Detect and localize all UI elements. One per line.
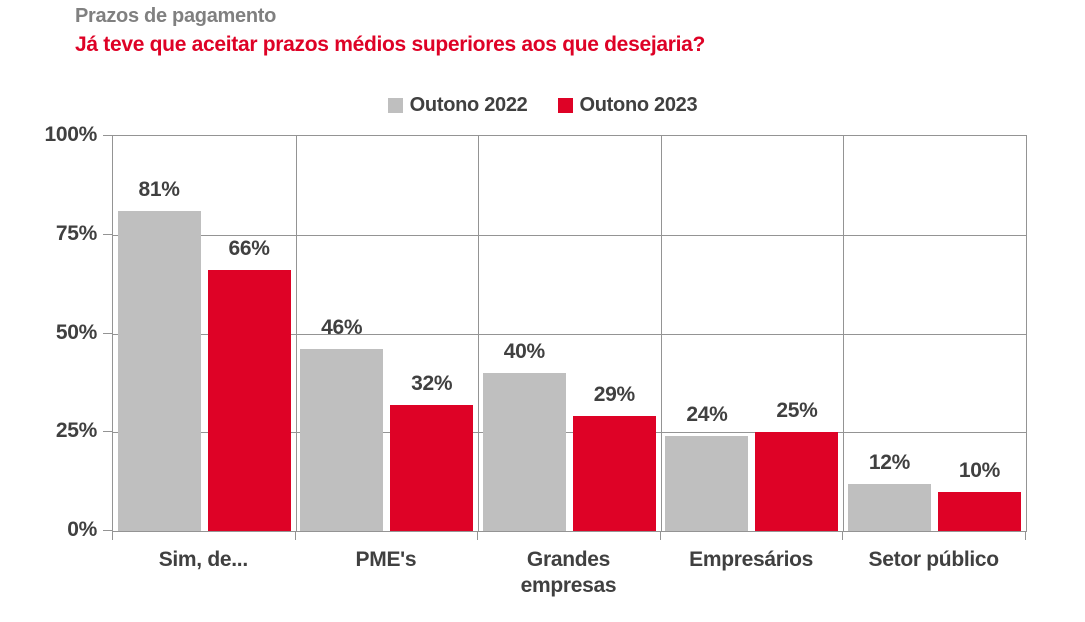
chart-subtitle: Já teve que aceitar prazos médios superi…	[75, 33, 706, 56]
bar-outono-2023-1	[207, 270, 291, 531]
bar-outono-2023-2	[390, 404, 474, 531]
x-axis-tick	[842, 531, 844, 540]
y-axis-tick	[103, 332, 112, 334]
value-label: 10%	[958, 458, 1001, 482]
y-axis-label: 50%	[55, 320, 97, 344]
legend-item-1: Outono 2022	[387, 94, 528, 117]
value-label: 46%	[321, 316, 363, 340]
x-axis-tick	[659, 531, 661, 540]
bar-outono-2022-1	[117, 211, 201, 531]
gridline-horizontal	[113, 333, 1026, 335]
x-axis-category-label: Empresários	[689, 548, 814, 571]
y-axis-tick	[103, 530, 112, 531]
x-axis-category-label: Setor público	[868, 548, 1000, 571]
y-axis-label: 0%	[67, 518, 97, 541]
bar-outono-2022-5	[848, 483, 931, 531]
value-label: 24%	[686, 403, 728, 427]
gridline-vertical	[843, 136, 845, 531]
x-axis-category-label: PME's	[355, 548, 417, 571]
bar-outono-2023-3	[572, 416, 656, 531]
bar-outono-2023-4	[755, 432, 839, 531]
legend-item-2: Outono 2023	[557, 94, 698, 117]
y-axis-tick	[103, 431, 112, 433]
bar-outono-2022-2	[300, 349, 384, 531]
y-axis-tick	[103, 135, 112, 136]
gridline-vertical	[295, 136, 297, 531]
legend-label: Outono 2023	[579, 94, 698, 116]
x-axis-tick	[112, 531, 113, 540]
x-axis-category-label: Sim, de...	[158, 548, 249, 571]
legend-swatch-icon	[387, 98, 403, 113]
gridline-vertical	[478, 136, 480, 531]
value-label: 32%	[411, 371, 453, 395]
x-axis-tick	[294, 531, 296, 540]
y-axis-label: 75%	[55, 221, 97, 245]
bar-outono-2023-5	[938, 491, 1021, 531]
value-label: 81%	[138, 178, 180, 202]
x-axis-tick	[1025, 531, 1026, 540]
legend-label: Outono 2022	[409, 94, 528, 116]
chart-legend: Outono 2022 Outono 2023	[0, 94, 1085, 117]
bar-outono-2022-4	[665, 436, 749, 531]
gridline-horizontal	[113, 432, 1026, 434]
x-axis-tick	[477, 531, 479, 540]
y-axis-label: 25%	[55, 419, 97, 443]
x-axis-category-label: Grandes empresas	[520, 548, 617, 597]
value-label: 25%	[776, 399, 818, 423]
chart-header: Prazos de pagamento Já teve que aceitar …	[75, 2, 705, 60]
y-axis-label: 100%	[44, 123, 97, 146]
value-label: 40%	[503, 340, 545, 363]
bar-outono-2022-3	[482, 373, 566, 531]
plot-area: 81% 66% 46% 32% 40% 29% 24% 25% 12% 10%	[112, 135, 1027, 532]
legend-swatch-icon	[557, 98, 573, 113]
gridline-horizontal	[113, 234, 1026, 236]
gridline-vertical	[660, 136, 662, 531]
value-label: 12%	[868, 450, 911, 474]
value-label: 29%	[593, 383, 635, 407]
value-label: 66%	[228, 237, 270, 261]
chart-title: Prazos de pagamento	[75, 5, 277, 27]
y-axis-tick	[103, 233, 112, 235]
